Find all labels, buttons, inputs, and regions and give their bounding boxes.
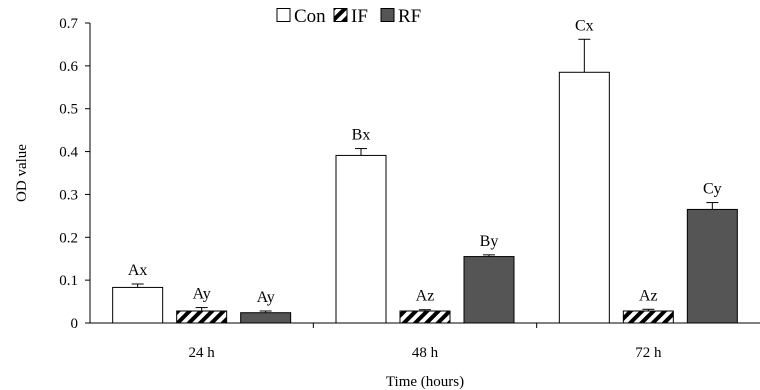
significance-label: Ax bbox=[128, 262, 148, 279]
significance-label: Cx bbox=[575, 17, 594, 34]
x-tick-label: 48 h bbox=[412, 345, 439, 361]
y-axis: 0 0.1 0.2 0.3 0.4 0.5 0.6 0.7 bbox=[59, 16, 91, 332]
y-tick-label: 0 bbox=[71, 316, 79, 332]
significance-label: Ay bbox=[193, 286, 211, 303]
bar-rf-3 bbox=[686, 208, 738, 324]
y-tick-label: 0.2 bbox=[59, 230, 78, 246]
significance-label: Az bbox=[639, 287, 658, 304]
x-axis-title: Time (hours) bbox=[386, 374, 464, 390]
bar-con-1 bbox=[112, 286, 164, 324]
x-tick-label: 72 h bbox=[635, 345, 662, 361]
y-tick-label: 0.3 bbox=[59, 187, 78, 203]
bar-con-2 bbox=[335, 154, 387, 324]
y-axis-title: OD value bbox=[14, 144, 30, 202]
x-axis: 24 h 48 h 72 h bbox=[90, 322, 760, 361]
significance-label: Ay bbox=[257, 289, 275, 306]
significance-label: Cy bbox=[703, 181, 722, 198]
bar-rf-2 bbox=[463, 256, 515, 324]
y-tick-label: 0.4 bbox=[59, 145, 78, 161]
bar-if-1 bbox=[176, 310, 228, 324]
legend-label-if: IF bbox=[351, 6, 368, 27]
legend-swatch-con bbox=[276, 8, 291, 22]
legend-swatch-rf bbox=[380, 8, 395, 22]
bar-if-3 bbox=[622, 310, 674, 324]
legend-swatch-if bbox=[333, 8, 348, 22]
y-tick-label: 0.5 bbox=[59, 102, 78, 118]
bar-if-2 bbox=[399, 310, 451, 324]
significance-label: By bbox=[480, 233, 499, 250]
legend: Con IF RF bbox=[276, 6, 421, 27]
significance-label: Az bbox=[416, 288, 435, 305]
bar-rf-1 bbox=[240, 312, 292, 324]
bars: Ax Ay Ay Bx Az By Cx Az Cy bbox=[112, 17, 738, 324]
y-tick-label: 0.1 bbox=[59, 273, 78, 289]
legend-label-con: Con bbox=[294, 6, 326, 27]
bar-con-3 bbox=[558, 71, 610, 324]
x-tick-label: 24 h bbox=[189, 345, 216, 361]
y-tick-label: 0.7 bbox=[59, 16, 78, 32]
legend-label-rf: RF bbox=[398, 6, 421, 27]
y-tick-label: 0.6 bbox=[59, 59, 78, 75]
significance-label: Bx bbox=[352, 127, 371, 144]
